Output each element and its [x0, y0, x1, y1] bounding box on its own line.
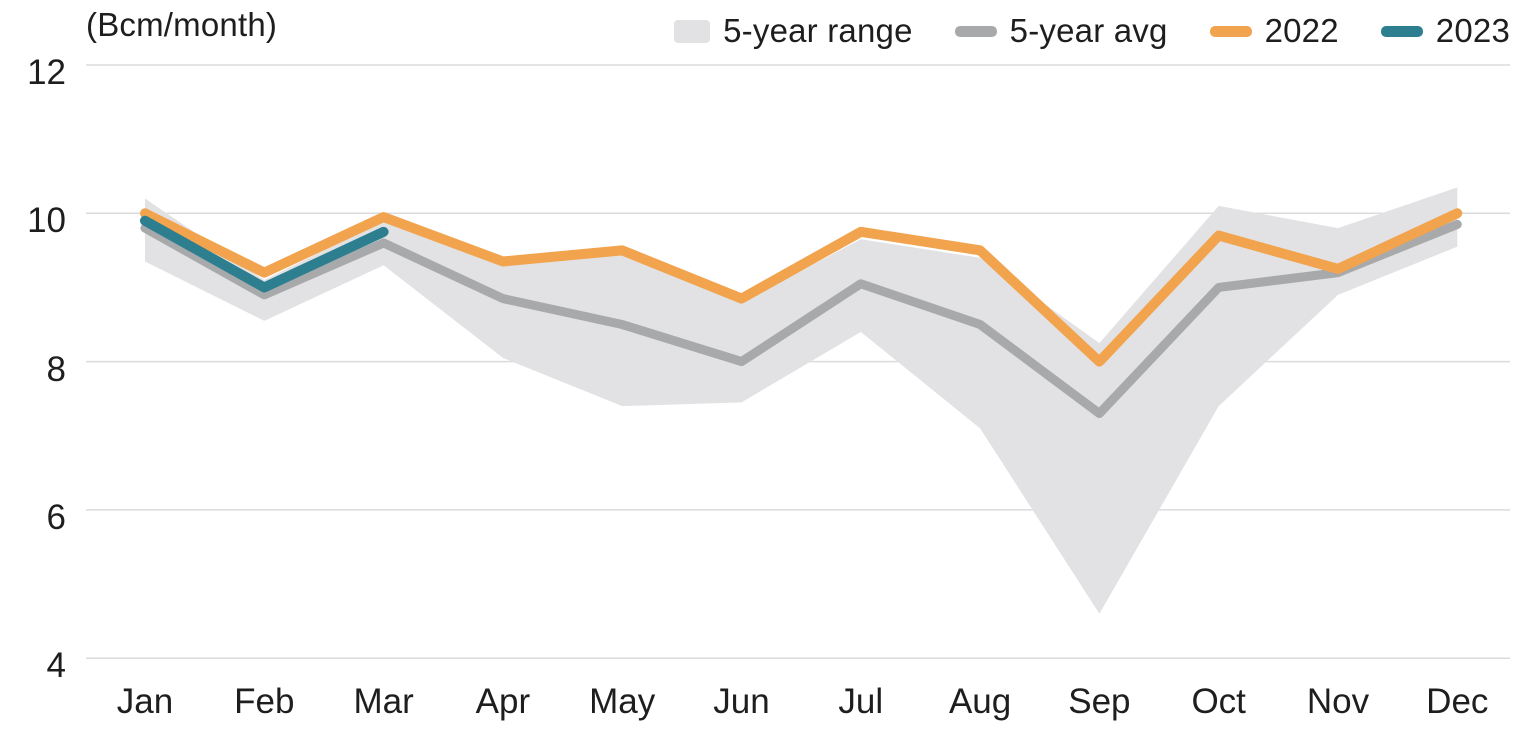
- x-axis-label: Mar: [353, 682, 414, 721]
- y-tick-label: 6: [46, 497, 66, 537]
- legend-swatch-5-year-range: [674, 19, 711, 43]
- x-axis-label: Oct: [1191, 682, 1246, 721]
- x-axis-label: May: [589, 682, 656, 721]
- x-axis-label: Feb: [234, 682, 295, 721]
- legend-swatch-2023: [1380, 25, 1423, 37]
- x-axis-label: Sep: [1068, 682, 1131, 721]
- x-axis-label: Jul: [838, 682, 884, 721]
- unit-label: (Bcm/month): [86, 6, 278, 43]
- x-axis-label: Jun: [713, 682, 770, 721]
- range-band: [145, 187, 1458, 614]
- legend-item: 5-year avg: [954, 12, 1168, 50]
- legend-item: 2022: [1209, 12, 1339, 50]
- x-axis-label: Aug: [948, 682, 1012, 721]
- line-2022: [140, 208, 1463, 367]
- legend-swatch-5-year-avg: [954, 25, 997, 37]
- legend-swatch-2022: [1209, 25, 1252, 37]
- legend-item: 5-year range: [674, 12, 913, 50]
- x-axis-label: Apr: [475, 682, 531, 721]
- legend-item: 2023: [1380, 12, 1510, 50]
- legend-label: 2022: [1264, 12, 1339, 49]
- y-tick-label: 10: [27, 201, 66, 241]
- line-2023: [140, 215, 389, 293]
- x-axis-label: Dec: [1426, 682, 1489, 721]
- x-axis-label: Jan: [116, 682, 174, 721]
- legend-label: 5-year range: [723, 12, 913, 49]
- legend-label: 5-year avg: [1009, 12, 1168, 49]
- y-tick-label: 12: [27, 53, 66, 92]
- x-axis-label: Nov: [1306, 682, 1370, 721]
- y-tick-label: 8: [46, 349, 66, 389]
- legend-label: 2023: [1435, 12, 1510, 49]
- legend: 5-year range 5-year avg 2022 2023: [674, 12, 1510, 50]
- line-5-year-avg: [140, 219, 1462, 419]
- y-tick-label: 4: [46, 646, 66, 686]
